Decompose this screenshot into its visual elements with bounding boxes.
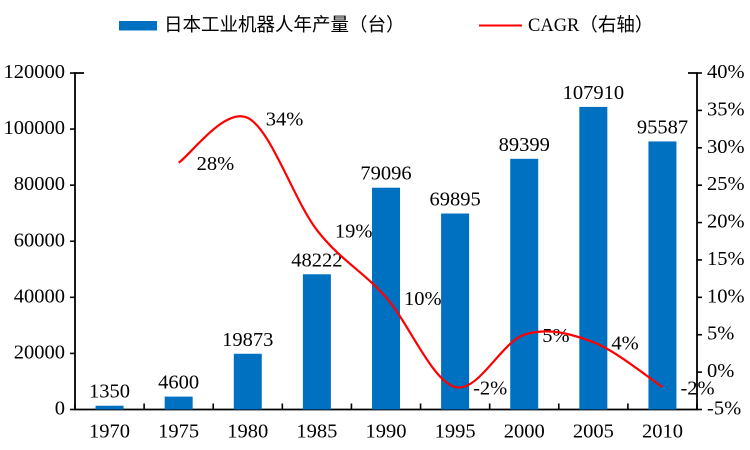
svg-text:1985: 1985 xyxy=(296,421,337,443)
svg-text:CAGR（右轴）: CAGR（右轴） xyxy=(528,15,653,36)
svg-text:69895: 69895 xyxy=(429,189,480,211)
svg-text:0%: 0% xyxy=(707,360,734,382)
svg-text:2000: 2000 xyxy=(504,421,545,443)
svg-text:日本工业机器人年产量（台）: 日本工业机器人年产量（台） xyxy=(164,15,405,36)
svg-text:100000: 100000 xyxy=(4,117,66,139)
svg-text:2005: 2005 xyxy=(573,421,614,443)
svg-text:40%: 40% xyxy=(707,61,745,83)
svg-text:5%: 5% xyxy=(707,323,734,345)
svg-text:5%: 5% xyxy=(542,325,569,347)
svg-text:95587: 95587 xyxy=(637,116,688,138)
svg-text:34%: 34% xyxy=(266,108,304,130)
svg-text:28%: 28% xyxy=(197,153,235,175)
svg-text:1980: 1980 xyxy=(227,421,268,443)
svg-text:10%: 10% xyxy=(707,285,745,307)
svg-text:2010: 2010 xyxy=(642,421,683,443)
svg-text:120000: 120000 xyxy=(4,61,66,83)
svg-text:48222: 48222 xyxy=(291,249,342,271)
svg-text:25%: 25% xyxy=(707,173,745,195)
svg-text:19873: 19873 xyxy=(222,329,273,351)
svg-text:0: 0 xyxy=(55,398,65,420)
svg-text:1970: 1970 xyxy=(89,421,130,443)
svg-text:20%: 20% xyxy=(707,211,745,233)
svg-text:79096: 79096 xyxy=(360,163,411,185)
svg-text:80000: 80000 xyxy=(14,173,65,195)
svg-text:4%: 4% xyxy=(611,333,638,355)
svg-text:89399: 89399 xyxy=(499,134,550,156)
svg-text:1995: 1995 xyxy=(435,421,476,443)
svg-text:1975: 1975 xyxy=(158,421,199,443)
svg-text:15%: 15% xyxy=(707,248,745,270)
svg-text:-2%: -2% xyxy=(473,378,507,400)
svg-text:10%: 10% xyxy=(404,288,442,310)
svg-text:60000: 60000 xyxy=(14,229,65,251)
svg-text:40000: 40000 xyxy=(14,285,65,307)
svg-text:107910: 107910 xyxy=(563,82,625,104)
svg-text:19%: 19% xyxy=(335,221,373,243)
svg-text:20000: 20000 xyxy=(14,341,65,363)
svg-text:1990: 1990 xyxy=(366,421,407,443)
svg-text:-5%: -5% xyxy=(707,398,741,420)
svg-text:4600: 4600 xyxy=(158,372,199,394)
svg-text:35%: 35% xyxy=(707,98,745,120)
svg-text:30%: 30% xyxy=(707,136,745,158)
svg-text:1350: 1350 xyxy=(89,381,130,403)
